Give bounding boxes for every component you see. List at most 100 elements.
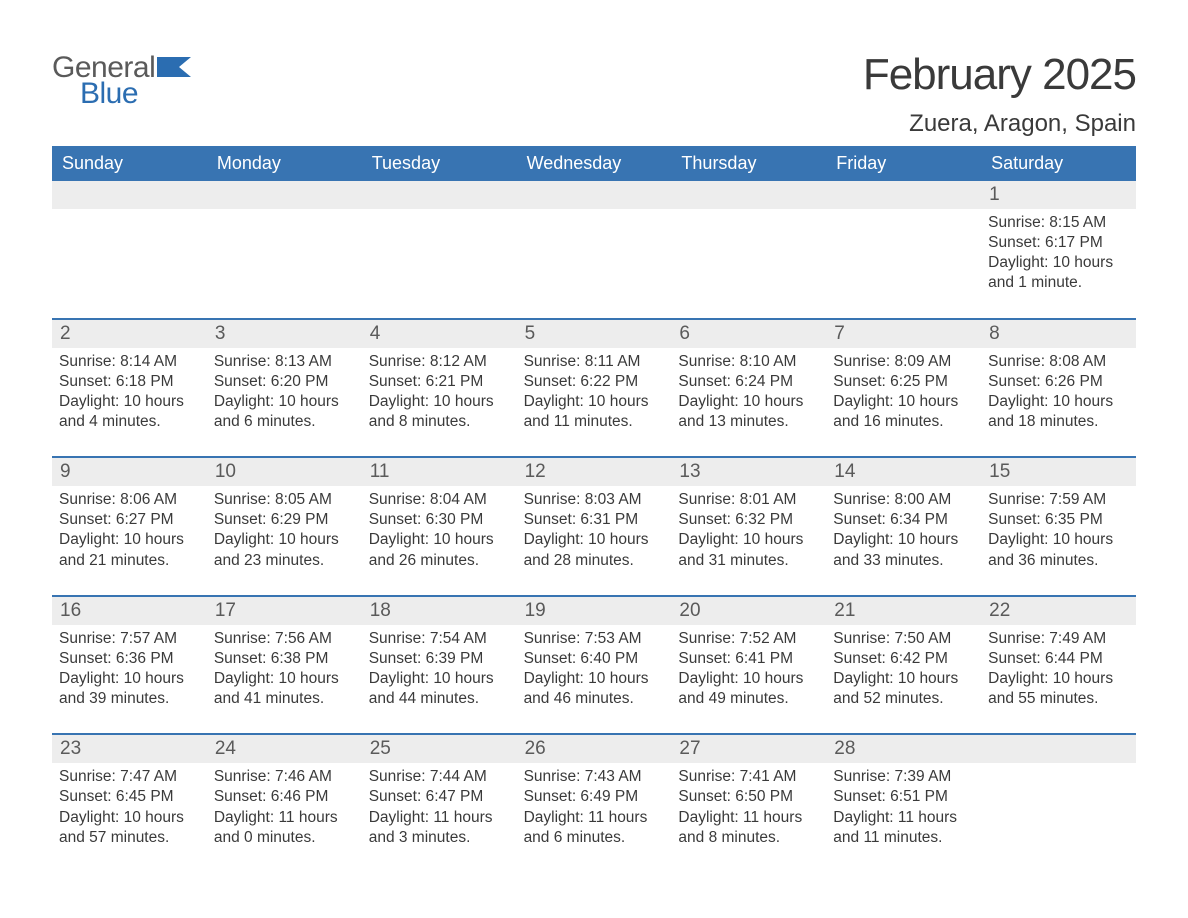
day-cell: Sunrise: 8:14 AMSunset: 6:18 PMDaylight:… bbox=[52, 348, 207, 441]
day-cell: Sunrise: 8:01 AMSunset: 6:32 PMDaylight:… bbox=[671, 486, 826, 579]
day-number: 17 bbox=[207, 597, 362, 625]
daylight-text: Daylight: 10 hours and 13 minutes. bbox=[678, 392, 819, 432]
day-cell: Sunrise: 8:06 AMSunset: 6:27 PMDaylight:… bbox=[52, 486, 207, 579]
day-number bbox=[207, 181, 362, 209]
day-number bbox=[671, 181, 826, 209]
day-number-row: 9101112131415 bbox=[52, 458, 1136, 486]
sunset-text: Sunset: 6:21 PM bbox=[369, 372, 510, 392]
day-details: Sunrise: 8:15 AMSunset: 6:17 PMDaylight:… bbox=[984, 209, 1133, 294]
day-number: 4 bbox=[362, 320, 517, 348]
daylight-text: Daylight: 10 hours and 55 minutes. bbox=[988, 669, 1129, 709]
sunset-text: Sunset: 6:31 PM bbox=[524, 510, 665, 530]
daylight-text: Daylight: 10 hours and 4 minutes. bbox=[59, 392, 200, 432]
sunrise-text: Sunrise: 7:57 AM bbox=[59, 629, 200, 649]
sunrise-text: Sunrise: 7:53 AM bbox=[524, 629, 665, 649]
sunrise-text: Sunrise: 7:41 AM bbox=[678, 767, 819, 787]
day-cell: Sunrise: 8:03 AMSunset: 6:31 PMDaylight:… bbox=[517, 486, 672, 579]
day-details: Sunrise: 7:52 AMSunset: 6:41 PMDaylight:… bbox=[674, 625, 823, 710]
flag-icon bbox=[157, 57, 191, 77]
sunset-text: Sunset: 6:42 PM bbox=[833, 649, 974, 669]
sunrise-text: Sunrise: 7:39 AM bbox=[833, 767, 974, 787]
sunrise-text: Sunrise: 8:04 AM bbox=[369, 490, 510, 510]
daylight-text: Daylight: 10 hours and 16 minutes. bbox=[833, 392, 974, 432]
day-cell: Sunrise: 8:09 AMSunset: 6:25 PMDaylight:… bbox=[826, 348, 981, 441]
week-row: 9101112131415Sunrise: 8:06 AMSunset: 6:2… bbox=[52, 456, 1136, 579]
day-number: 20 bbox=[671, 597, 826, 625]
sunrise-text: Sunrise: 8:05 AM bbox=[214, 490, 355, 510]
day-details: Sunrise: 8:05 AMSunset: 6:29 PMDaylight:… bbox=[210, 486, 359, 571]
sunrise-text: Sunrise: 7:44 AM bbox=[369, 767, 510, 787]
day-details: Sunrise: 8:08 AMSunset: 6:26 PMDaylight:… bbox=[984, 348, 1133, 433]
day-number: 22 bbox=[981, 597, 1136, 625]
day-number: 2 bbox=[52, 320, 207, 348]
daylight-text: Daylight: 10 hours and 31 minutes. bbox=[678, 530, 819, 570]
month-title: February 2025 bbox=[863, 50, 1136, 100]
sunset-text: Sunset: 6:22 PM bbox=[524, 372, 665, 392]
day-details: Sunrise: 7:47 AMSunset: 6:45 PMDaylight:… bbox=[55, 763, 204, 848]
day-details: Sunrise: 7:59 AMSunset: 6:35 PMDaylight:… bbox=[984, 486, 1133, 571]
sunset-text: Sunset: 6:45 PM bbox=[59, 787, 200, 807]
calendar: SundayMondayTuesdayWednesdayThursdayFrid… bbox=[52, 146, 1136, 856]
day-cell bbox=[517, 209, 672, 302]
sunrise-text: Sunrise: 8:03 AM bbox=[524, 490, 665, 510]
sunset-text: Sunset: 6:36 PM bbox=[59, 649, 200, 669]
sunset-text: Sunset: 6:44 PM bbox=[988, 649, 1129, 669]
day-number-row: 1 bbox=[52, 181, 1136, 209]
daylight-text: Daylight: 10 hours and 28 minutes. bbox=[524, 530, 665, 570]
day-cell: Sunrise: 7:52 AMSunset: 6:41 PMDaylight:… bbox=[671, 625, 826, 718]
weekday-thursday: Thursday bbox=[671, 146, 826, 181]
day-details bbox=[674, 209, 823, 213]
week-row: 16171819202122Sunrise: 7:57 AMSunset: 6:… bbox=[52, 595, 1136, 718]
weekday-sunday: Sunday bbox=[52, 146, 207, 181]
day-cell: Sunrise: 7:46 AMSunset: 6:46 PMDaylight:… bbox=[207, 763, 362, 856]
daylight-text: Daylight: 11 hours and 3 minutes. bbox=[369, 808, 510, 848]
daylight-text: Daylight: 11 hours and 8 minutes. bbox=[678, 808, 819, 848]
week-row: 232425262728Sunrise: 7:47 AMSunset: 6:45… bbox=[52, 733, 1136, 856]
sunset-text: Sunset: 6:27 PM bbox=[59, 510, 200, 530]
sunset-text: Sunset: 6:50 PM bbox=[678, 787, 819, 807]
day-cell: Sunrise: 8:08 AMSunset: 6:26 PMDaylight:… bbox=[981, 348, 1136, 441]
day-details: Sunrise: 8:10 AMSunset: 6:24 PMDaylight:… bbox=[674, 348, 823, 433]
day-number: 7 bbox=[826, 320, 981, 348]
day-details: Sunrise: 7:46 AMSunset: 6:46 PMDaylight:… bbox=[210, 763, 359, 848]
day-cell bbox=[207, 209, 362, 302]
day-cell: Sunrise: 8:13 AMSunset: 6:20 PMDaylight:… bbox=[207, 348, 362, 441]
day-details: Sunrise: 7:53 AMSunset: 6:40 PMDaylight:… bbox=[520, 625, 669, 710]
day-details bbox=[984, 763, 1133, 767]
day-details: Sunrise: 8:01 AMSunset: 6:32 PMDaylight:… bbox=[674, 486, 823, 571]
day-details: Sunrise: 7:50 AMSunset: 6:42 PMDaylight:… bbox=[829, 625, 978, 710]
day-cell: Sunrise: 7:50 AMSunset: 6:42 PMDaylight:… bbox=[826, 625, 981, 718]
sunrise-text: Sunrise: 8:15 AM bbox=[988, 213, 1129, 233]
day-cell: Sunrise: 7:53 AMSunset: 6:40 PMDaylight:… bbox=[517, 625, 672, 718]
daylight-text: Daylight: 10 hours and 44 minutes. bbox=[369, 669, 510, 709]
day-cell: Sunrise: 8:11 AMSunset: 6:22 PMDaylight:… bbox=[517, 348, 672, 441]
sunset-text: Sunset: 6:30 PM bbox=[369, 510, 510, 530]
day-cell: Sunrise: 8:12 AMSunset: 6:21 PMDaylight:… bbox=[362, 348, 517, 441]
daylight-text: Daylight: 10 hours and 52 minutes. bbox=[833, 669, 974, 709]
sunrise-text: Sunrise: 7:54 AM bbox=[369, 629, 510, 649]
daylight-text: Daylight: 10 hours and 1 minute. bbox=[988, 253, 1129, 293]
day-cell bbox=[826, 209, 981, 302]
day-number: 1 bbox=[981, 181, 1136, 209]
weekday-header-row: SundayMondayTuesdayWednesdayThursdayFrid… bbox=[52, 146, 1136, 181]
sunrise-text: Sunrise: 7:52 AM bbox=[678, 629, 819, 649]
sunrise-text: Sunrise: 7:46 AM bbox=[214, 767, 355, 787]
daylight-text: Daylight: 10 hours and 8 minutes. bbox=[369, 392, 510, 432]
sunrise-text: Sunrise: 8:00 AM bbox=[833, 490, 974, 510]
daylight-text: Daylight: 10 hours and 41 minutes. bbox=[214, 669, 355, 709]
day-cell: Sunrise: 8:00 AMSunset: 6:34 PMDaylight:… bbox=[826, 486, 981, 579]
page-header: General Blue February 2025 Zuera, Aragon… bbox=[52, 50, 1136, 138]
day-cell: Sunrise: 7:44 AMSunset: 6:47 PMDaylight:… bbox=[362, 763, 517, 856]
sunrise-text: Sunrise: 7:49 AM bbox=[988, 629, 1129, 649]
sunrise-text: Sunrise: 7:43 AM bbox=[524, 767, 665, 787]
location: Zuera, Aragon, Spain bbox=[863, 110, 1136, 138]
day-number: 5 bbox=[517, 320, 672, 348]
day-details: Sunrise: 7:44 AMSunset: 6:47 PMDaylight:… bbox=[365, 763, 514, 848]
day-details: Sunrise: 8:00 AMSunset: 6:34 PMDaylight:… bbox=[829, 486, 978, 571]
sunrise-text: Sunrise: 8:10 AM bbox=[678, 352, 819, 372]
daylight-text: Daylight: 10 hours and 21 minutes. bbox=[59, 530, 200, 570]
day-details bbox=[365, 209, 514, 213]
logo-word-blue: Blue bbox=[80, 77, 191, 111]
sunrise-text: Sunrise: 8:13 AM bbox=[214, 352, 355, 372]
weekday-wednesday: Wednesday bbox=[517, 146, 672, 181]
